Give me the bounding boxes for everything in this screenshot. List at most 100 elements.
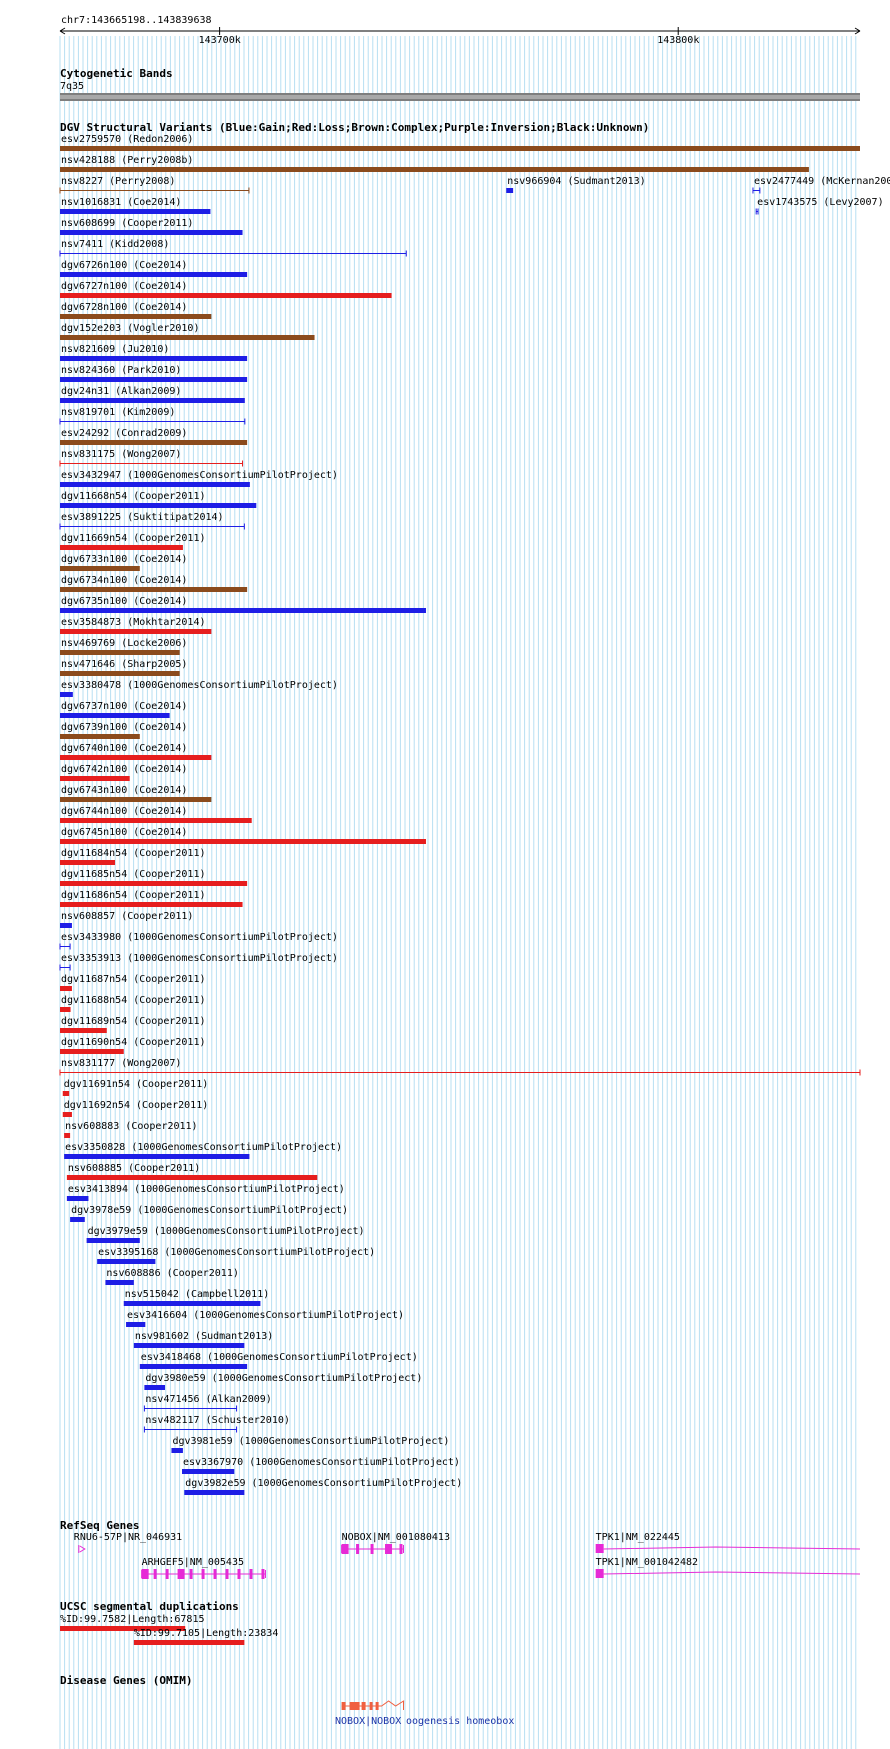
dgv-variant[interactable]: dgv152e203 (Vogler2010) <box>60 323 315 340</box>
dgv-variant[interactable]: nsv428188 (Perry2008b) <box>60 155 809 172</box>
dgv-variant[interactable]: nsv608883 (Cooper2011) <box>64 1121 198 1138</box>
dgv-variant[interactable]: dgv24n31 (Alkan2009) <box>60 386 245 403</box>
dgv-variant-bar[interactable] <box>60 356 248 361</box>
dgv-variant[interactable]: dgv11690n54 (Cooper2011) <box>60 1037 206 1054</box>
dgv-variant[interactable]: nsv824360 (Park2010) <box>60 365 248 382</box>
dgv-variant[interactable]: dgv6740n100 (Coe2014) <box>60 743 212 760</box>
dgv-variant-bar[interactable] <box>60 881 248 886</box>
dgv-variant-bar[interactable] <box>64 1133 71 1138</box>
dgv-variant[interactable]: dgv6739n100 (Coe2014) <box>60 722 187 739</box>
dgv-variant-bar[interactable] <box>64 1154 250 1159</box>
dgv-variant[interactable]: nsv471646 (Sharp2005) <box>60 659 187 676</box>
dgv-variant[interactable]: dgv3979e59 (1000GenomesConsortiumPilotPr… <box>86 1226 365 1243</box>
dgv-variant-bar[interactable] <box>60 776 130 781</box>
dgv-variant[interactable]: dgv3978e59 (1000GenomesConsortiumPilotPr… <box>70 1205 348 1222</box>
dgv-variant-bar[interactable] <box>60 398 245 403</box>
segdup-bar[interactable] <box>133 1640 245 1645</box>
dgv-variant-bar[interactable] <box>60 671 180 676</box>
dgv-variant[interactable]: esv3367970 (1000GenomesConsortiumPilotPr… <box>181 1457 460 1474</box>
refseq-gene[interactable]: NOBOX|NM_001080413 <box>341 1532 450 1554</box>
dgv-variant-bar[interactable] <box>60 1028 107 1033</box>
dgv-variant[interactable]: dgv6743n100 (Coe2014) <box>60 785 212 802</box>
dgv-variant-bar[interactable] <box>60 923 72 928</box>
dgv-variant-bar[interactable] <box>60 839 426 844</box>
dgv-variant[interactable]: dgv6733n100 (Coe2014) <box>60 554 187 571</box>
dgv-variant[interactable]: dgv6728n100 (Coe2014) <box>60 302 212 319</box>
dgv-variant-bar[interactable] <box>60 1049 124 1054</box>
refseq-gene[interactable]: TPK1|NM_001042482 <box>595 1557 861 1578</box>
dgv-variant-bar[interactable] <box>60 545 183 550</box>
dgv-variant[interactable]: esv3584873 (Mokhtar2014) <box>60 617 212 634</box>
dgv-variant-bar[interactable] <box>60 503 257 508</box>
dgv-variant[interactable]: esv2477449 (McKernan200 <box>752 176 890 194</box>
dgv-variant[interactable]: dgv11687n54 (Cooper2011) <box>60 974 206 991</box>
dgv-variant[interactable]: dgv11691n54 (Cooper2011) <box>62 1079 209 1096</box>
dgv-variant-bar[interactable] <box>60 335 315 340</box>
refseq-gene[interactable]: ARHGEF5|NM_005435 <box>141 1557 266 1579</box>
dgv-variant[interactable]: dgv11685n54 (Cooper2011) <box>60 869 248 886</box>
refseq-gene[interactable]: TPK1|NM_022445 <box>595 1532 861 1553</box>
dgv-variant-bar[interactable] <box>171 1448 183 1453</box>
dgv-variant-bar[interactable] <box>60 146 860 151</box>
dgv-variant-bar[interactable] <box>60 209 211 214</box>
dgv-variant-bar[interactable] <box>60 230 243 235</box>
dgv-variant-bar[interactable] <box>123 1301 261 1306</box>
dgv-variant[interactable]: nsv831175 (Wong2007) <box>59 449 244 467</box>
dgv-variant[interactable]: dgv11688n54 (Cooper2011) <box>60 995 206 1012</box>
dgv-variant-bar[interactable] <box>60 986 72 991</box>
dgv-variant-bar[interactable] <box>60 566 140 571</box>
dgv-variant-bar[interactable] <box>70 1217 85 1222</box>
dgv-variant[interactable]: nsv608699 (Cooper2011) <box>60 218 243 235</box>
dgv-variant-bar[interactable] <box>60 860 116 865</box>
dgv-variant[interactable]: nsv482117 (Schuster2010) <box>143 1415 290 1433</box>
dgv-variant[interactable]: esv3413894 (1000GenomesConsortiumPilotPr… <box>66 1184 345 1201</box>
dgv-variant[interactable]: esv2759570 (Redon2006) <box>60 134 860 151</box>
dgv-variant-bar[interactable] <box>62 1091 70 1096</box>
dgv-variant[interactable]: dgv6737n100 (Coe2014) <box>60 701 187 718</box>
dgv-variant[interactable]: nsv515042 (Campbell2011) <box>123 1289 270 1306</box>
dgv-variant[interactable]: nsv469769 (Locke2006) <box>60 638 187 655</box>
dgv-variant[interactable]: esv3891225 (Suktitipat2014) <box>59 512 245 530</box>
dgv-variant-bar[interactable] <box>60 902 243 907</box>
dgv-variant[interactable]: dgv11668n54 (Cooper2011) <box>60 491 257 508</box>
dgv-variant[interactable]: dgv11689n54 (Cooper2011) <box>60 1016 206 1033</box>
dgv-variant[interactable]: dgv11684n54 (Cooper2011) <box>60 848 206 865</box>
dgv-variant[interactable]: esv3418468 (1000GenomesConsortiumPilotPr… <box>139 1352 418 1369</box>
dgv-variant-bar[interactable] <box>60 377 248 382</box>
dgv-variant-bar[interactable] <box>60 650 180 655</box>
dgv-variant[interactable]: dgv6744n100 (Coe2014) <box>60 806 252 823</box>
omim-gene-feature[interactable] <box>341 1700 405 1710</box>
dgv-variant-bar[interactable] <box>60 440 248 445</box>
dgv-variant[interactable]: esv3416604 (1000GenomesConsortiumPilotPr… <box>126 1310 404 1327</box>
dgv-variant-bar[interactable] <box>105 1280 134 1285</box>
dgv-variant-bar[interactable] <box>181 1469 235 1474</box>
dgv-variant-bar[interactable] <box>60 608 426 613</box>
dgv-variant-bar[interactable] <box>66 1196 89 1201</box>
dgv-variant[interactable]: dgv6734n100 (Coe2014) <box>60 575 248 592</box>
dgv-variant[interactable]: dgv6727n100 (Coe2014) <box>60 281 392 298</box>
dgv-variant[interactable]: nsv7411 (Kidd2008) <box>59 239 407 257</box>
segdup-feature[interactable]: %ID:99.7582|Length:67815 <box>60 1614 205 1631</box>
dgv-variant-bar[interactable] <box>60 272 248 277</box>
dgv-variant[interactable]: dgv6745n100 (Coe2014) <box>60 827 426 844</box>
dgv-variant[interactable]: nsv821609 (Ju2010) <box>60 344 248 361</box>
dgv-variant[interactable]: dgv6742n100 (Coe2014) <box>60 764 187 781</box>
dgv-variant-bar[interactable] <box>60 755 212 760</box>
dgv-variant[interactable]: esv3350828 (1000GenomesConsortiumPilotPr… <box>64 1142 342 1159</box>
dgv-variant-bar[interactable] <box>60 314 212 319</box>
segdup-feature[interactable]: %ID:99.7105|Length:23834 <box>133 1628 279 1645</box>
dgv-variant[interactable]: esv24292 (Conrad2009) <box>60 428 248 445</box>
omim-gene-name[interactable]: NOBOX|NOBOX <box>335 1716 401 1727</box>
dgv-variant[interactable]: nsv981602 (Sudmant2013) <box>133 1331 273 1348</box>
dgv-variant[interactable]: esv3395168 (1000GenomesConsortiumPilotPr… <box>97 1247 375 1264</box>
dgv-variant-bar[interactable] <box>60 587 248 592</box>
cytoband-bar[interactable] <box>60 93 860 101</box>
dgv-variant[interactable]: dgv6726n100 (Coe2014) <box>60 260 248 277</box>
segdup-bar[interactable] <box>60 1626 186 1631</box>
dgv-variant-bar[interactable] <box>60 482 250 487</box>
dgv-variant[interactable]: nsv831177 (Wong2007) <box>59 1058 861 1076</box>
dgv-variant[interactable]: nsv608857 (Cooper2011) <box>60 911 193 928</box>
dgv-variant[interactable]: esv1743575 (Levy2007) <box>755 197 884 215</box>
dgv-variant[interactable]: nsv1016831 (Coe2014) <box>60 197 211 214</box>
dgv-variant-bar[interactable] <box>133 1343 245 1348</box>
